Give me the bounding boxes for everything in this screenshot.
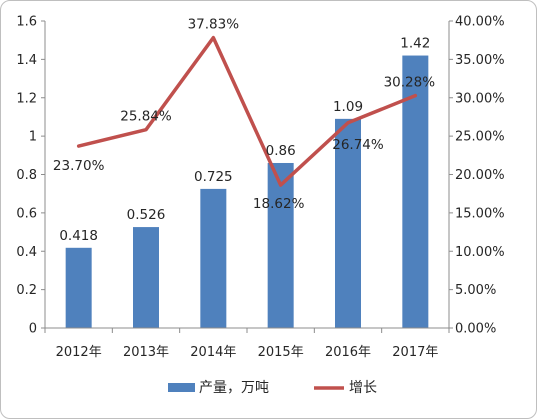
bar-2 — [133, 227, 159, 328]
x-tick-label: 2012年 — [56, 345, 102, 360]
legend-label-production: 产量，万吨 — [199, 380, 269, 396]
bar-value-label: 0.725 — [194, 169, 233, 185]
growth-value-label: 26.74% — [332, 137, 384, 153]
y-right-tick-label: 25.00% — [455, 130, 505, 145]
growth-value-label: 23.70% — [53, 158, 105, 174]
bar-3 — [200, 188, 227, 328]
y-left-tick-label: 0.2 — [16, 283, 37, 298]
y-right-tick-label: 20.00% — [455, 168, 505, 183]
bar-5 — [335, 118, 361, 328]
x-tick-label: 2016年 — [325, 345, 371, 360]
bar-value-label: 1.42 — [400, 36, 430, 52]
x-tick-label: 2017年 — [392, 345, 438, 360]
x-tick-label: 2014年 — [190, 345, 236, 360]
y-right-tick-label: 15.00% — [455, 206, 505, 221]
growth-value-label: 37.83% — [188, 17, 240, 33]
y-left-tick-label: 0.4 — [16, 245, 37, 260]
bar-value-label: 0.418 — [59, 228, 98, 244]
y-right-tick-label: 10.00% — [455, 245, 505, 260]
line-series — [76, 35, 418, 187]
y-left-tick-label: 1 — [29, 130, 37, 145]
x-tick-label: 2015年 — [258, 345, 304, 360]
y-right-tick-label: 0.00% — [455, 322, 496, 337]
legend-label-growth: 增长 — [349, 380, 377, 396]
growth-value-label: 18.62% — [253, 196, 305, 212]
bar-value-label: 0.526 — [127, 207, 166, 223]
legend-swatch-production — [168, 383, 195, 392]
y-left-tick-label: 0.6 — [16, 206, 37, 221]
y-left-tick-label: 1.6 — [16, 15, 37, 30]
y-right-tick-label: 40.00% — [455, 15, 505, 30]
legend: 产量，万吨 增长 — [168, 380, 377, 396]
bar-4 — [267, 162, 294, 328]
growth-line — [76, 35, 418, 187]
bar-1 — [65, 247, 92, 328]
y-left-tick-label: 0.8 — [16, 168, 37, 183]
bar-value-label: 1.09 — [333, 99, 363, 115]
y-left-tick-label: 1.2 — [16, 91, 37, 106]
y-right-tick-label: 5.00% — [455, 283, 496, 298]
growth-value-label: 30.28% — [384, 75, 436, 91]
axes: 0 0.2 0.4 0.6 0.8 1 1.2 1.4 1.6 0.00% 5.00% 10.00% 1… — [16, 15, 504, 361]
bar-series — [65, 55, 429, 328]
x-tick-label: 2013年 — [123, 345, 169, 360]
y-left-tick-label: 0 — [29, 322, 37, 337]
data-labels: 0.418 0.526 0.725 0.86 1.09 1.42 23.70% 25.84% 3… — [53, 17, 435, 244]
growth-value-label: 25.84% — [120, 109, 172, 125]
y-left-tick-label: 1.4 — [16, 53, 37, 68]
bar-value-label: 0.86 — [266, 143, 296, 159]
y-right-tick-label: 35.00% — [455, 53, 505, 68]
y-right-tick-label: 30.00% — [455, 91, 505, 106]
